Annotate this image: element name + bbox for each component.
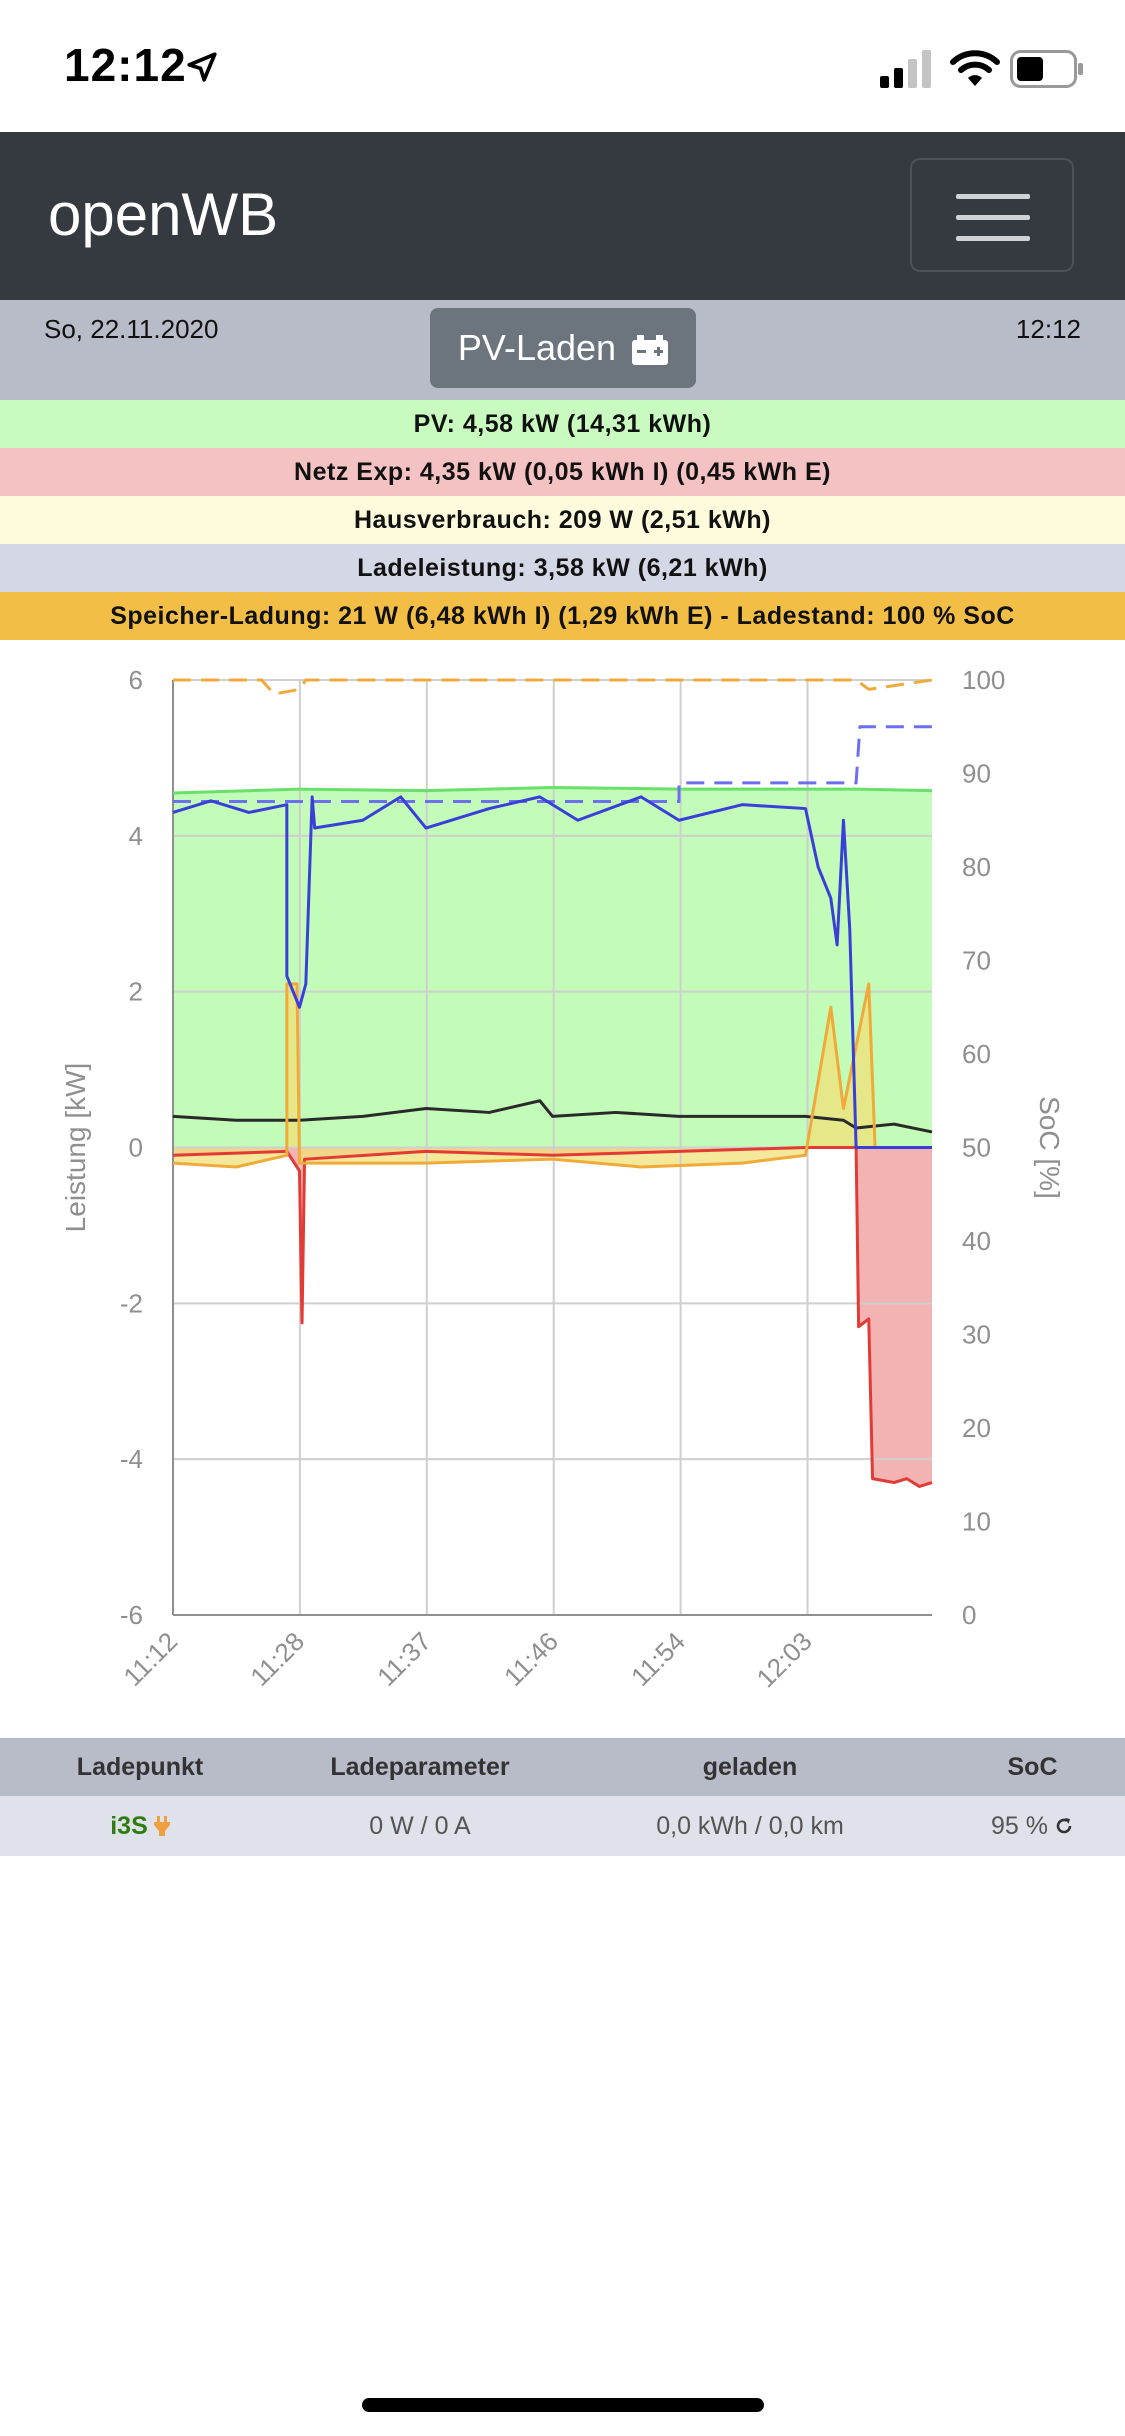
y2-tick-label: 80	[962, 852, 991, 882]
charged-amount-cell: 0,0 kWh / 0,0 km	[656, 1811, 844, 1840]
y2-tick-label: 100	[962, 665, 1005, 695]
date-label: So, 22.11.2020	[44, 314, 219, 344]
header-ladepunkt: Ladepunkt	[76, 1752, 204, 1781]
charge-params-cell: 0 W / 0 A	[369, 1811, 471, 1840]
time-label: 12:12	[1015, 314, 1081, 344]
y2-tick-label: 60	[962, 1039, 991, 1069]
y2-tick-label: 90	[962, 759, 991, 789]
charging-power-row: Ladeleistung: 3,58 kW (6,21 kWh)	[0, 544, 1125, 592]
house-line	[172, 1099, 933, 1134]
plug-icon	[153, 1816, 170, 1836]
header-ladeparameter: Ladeparameter	[330, 1752, 510, 1781]
battery-icon	[1010, 50, 1083, 88]
storage-line	[172, 982, 932, 1169]
storage-area	[173, 983, 932, 1167]
x-tick-label: 11:28	[244, 1626, 310, 1692]
y-tick-label: 2	[129, 977, 143, 1007]
table-row[interactable]: i3S 0 W / 0 A 0,0 kWh / 0,0 km 95 %	[0, 1796, 1125, 1856]
y-axis-title: Leistung [kW]	[60, 1063, 91, 1233]
charge-mode-button[interactable]: PV-Laden	[430, 308, 696, 388]
soc-ev-line	[173, 725, 932, 804]
chargepoint-table-header: Ladepunkt Ladeparameter geladen SoC	[0, 1738, 1125, 1796]
storage-info-row: Speicher-Ladung: 21 W (6,48 kWh I) (1,29…	[0, 592, 1125, 640]
y2-tick-label: 20	[962, 1413, 991, 1443]
menu-toggle-button[interactable]	[910, 158, 1074, 272]
brand-logo[interactable]: openWB	[48, 181, 279, 248]
soc-value: 95 %	[991, 1811, 1048, 1840]
soc-cell[interactable]: 95 %	[940, 1796, 1125, 1856]
hamburger-icon-line	[956, 215, 1030, 220]
soc-battery-line	[173, 678, 933, 696]
y2-tick-label: 10	[962, 1507, 991, 1537]
y2-axis-title: SoC [%]	[1034, 1096, 1065, 1199]
chargepoint-name-cell[interactable]: i3S	[0, 1796, 280, 1856]
grid-area	[173, 1147, 932, 1487]
status-bar: 12:12	[0, 0, 1125, 132]
grid-info-row: Netz Exp: 4,35 kW (0,05 kWh I) (0,45 kWh…	[0, 448, 1125, 496]
wifi-icon	[950, 50, 1000, 86]
y2-tick-label: 30	[962, 1320, 991, 1350]
x-tick-label: 11:37	[371, 1626, 437, 1692]
y-tick-label: 6	[129, 665, 143, 695]
chargepoint-name: i3S	[110, 1811, 148, 1840]
y-tick-label: -6	[120, 1600, 143, 1630]
y-tick-label: 4	[129, 821, 143, 851]
y2-tick-label: 50	[962, 1133, 991, 1163]
y-tick-label: -2	[120, 1288, 143, 1318]
refresh-icon[interactable]	[1054, 1816, 1074, 1836]
house-consumption-row: Hausverbrauch: 209 W (2,51 kWh)	[0, 496, 1125, 544]
header-geladen: geladen	[702, 1752, 798, 1781]
pv-area	[173, 787, 932, 1148]
x-tick-label: 11:12	[117, 1626, 183, 1692]
y-tick-label: -4	[120, 1444, 143, 1474]
y-tick-label: 0	[129, 1133, 143, 1163]
y2-tick-label: 70	[962, 946, 991, 976]
charging-line	[172, 795, 932, 1149]
pv-line	[172, 786, 933, 795]
status-time: 12:12	[64, 39, 187, 91]
x-tick-label: 11:46	[498, 1626, 564, 1692]
grid-line	[172, 1146, 933, 1488]
car-battery-icon	[632, 335, 669, 366]
navbar: openWB	[0, 132, 1125, 300]
date-bar: So, 22.11.2020 PV-Laden 12:12	[0, 300, 1125, 400]
hamburger-icon-line	[956, 236, 1030, 241]
x-tick-label: 11:54	[625, 1626, 691, 1692]
y2-tick-label: 0	[962, 1600, 976, 1630]
y2-tick-label: 40	[962, 1226, 991, 1256]
power-chart: 6 4 2 0 -2 -4 -6 100 90 80 70 60 50 40 30 20 10 0 11:12 11:…	[0, 640, 1125, 1740]
cellular-signal-icon	[880, 50, 931, 88]
hamburger-icon-line	[956, 194, 1030, 199]
pv-info-row: PV: 4,58 kW (14,31 kWh)	[0, 400, 1125, 448]
location-arrow-icon	[187, 52, 217, 82]
home-indicator	[362, 2398, 764, 2412]
charge-mode-label: PV-Laden	[457, 327, 617, 368]
x-tick-label: 12:03	[751, 1626, 818, 1693]
header-soc: SoC	[1007, 1752, 1058, 1781]
